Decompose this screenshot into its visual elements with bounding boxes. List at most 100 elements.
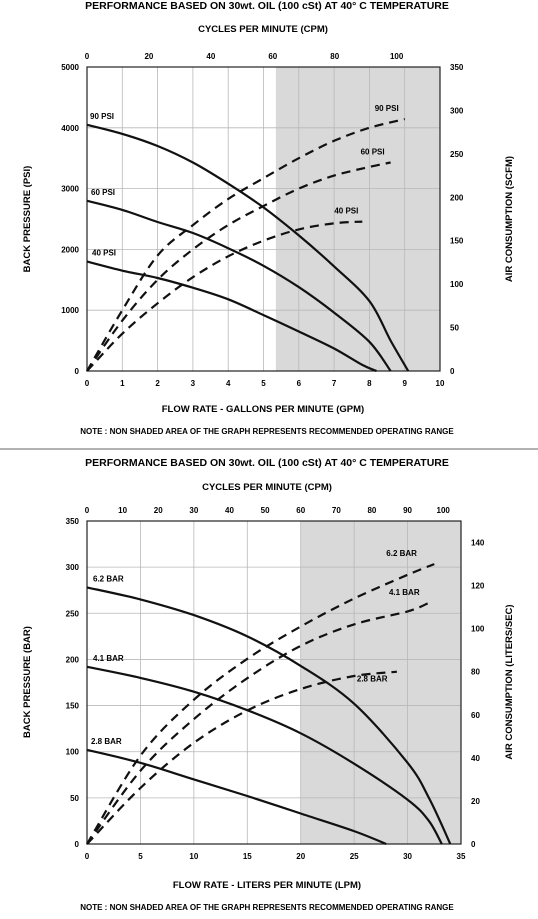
chart1-y-tick: 3000 bbox=[61, 185, 79, 194]
chart1-x-tick: 9 bbox=[402, 379, 407, 388]
chart2-note: NOTE : NON SHADED AREA OF THE GRAPH REPR… bbox=[80, 903, 454, 912]
chart1-frame bbox=[86, 66, 441, 372]
chart1-x-tick: 3 bbox=[191, 379, 196, 388]
chart1-note: NOTE : NON SHADED AREA OF THE GRAPH REPR… bbox=[80, 427, 454, 436]
chart2-title: PERFORMANCE BASED ON 30wt. OIL (100 cSt)… bbox=[85, 457, 449, 469]
chart1-y-tick: 1000 bbox=[61, 306, 79, 315]
chart2-x2-title: CYCLES PER MINUTE (CPM) bbox=[202, 482, 332, 493]
chart2-y-tick: 350 bbox=[66, 517, 80, 526]
chart1-x2-tick: 100 bbox=[390, 52, 404, 61]
chart1-series-label: 90 PSI bbox=[375, 104, 399, 113]
chart2-series-label: 6.2 BAR bbox=[386, 549, 417, 558]
chart2-frame bbox=[86, 520, 462, 845]
chart2-y2-tick: 140 bbox=[471, 539, 485, 548]
chart2-x2-tick: 80 bbox=[367, 506, 376, 515]
chart1-air-line bbox=[86, 161, 391, 372]
chart1-series-label: 60 PSI bbox=[91, 188, 115, 197]
chart2-series-label: 4.1 BAR bbox=[389, 588, 420, 597]
chart2-x2-tick: 30 bbox=[189, 506, 198, 515]
chart2-y2-title: AIR CONSUMPTION (LITERS/SEC) bbox=[504, 604, 515, 759]
chart1-title: PERFORMANCE BASED ON 30wt. OIL (100 cSt)… bbox=[85, 0, 449, 12]
chart1-plot: 0 1 2 3 4 5 6 7 8 9 100 20 40 60 80 1000100020003000400… bbox=[61, 52, 464, 388]
chart1-x2-tick: 40 bbox=[206, 52, 215, 61]
chart1-pressure-line bbox=[86, 199, 392, 372]
chart1-series-label: 40 PSI bbox=[334, 207, 358, 216]
chart2-series-label: 4.1 BAR bbox=[93, 654, 124, 663]
chart2-x2-tick: 10 bbox=[118, 506, 127, 515]
chart2-y2-tick: 120 bbox=[471, 582, 485, 591]
chart1-x-tick: 10 bbox=[436, 379, 445, 388]
chart2-series-label: 2.8 BAR bbox=[357, 675, 388, 684]
chart1-x2-tick: 0 bbox=[85, 52, 90, 61]
chart1-y2-tick: 200 bbox=[450, 193, 464, 202]
chart1-y2-title: AIR CONSUMPTION (SCFM) bbox=[504, 156, 515, 282]
chart2-y-tick: 250 bbox=[66, 609, 80, 618]
chart1-shaded-region bbox=[275, 67, 440, 371]
chart2-y2-tick: 40 bbox=[471, 754, 480, 763]
chart1-x-tick: 8 bbox=[367, 379, 372, 388]
chart1-y2-tick: 150 bbox=[450, 237, 464, 246]
chart1-y-tick: 0 bbox=[75, 367, 80, 376]
chart2-air-line bbox=[86, 601, 430, 845]
chart1-y2-tick: 250 bbox=[450, 150, 464, 159]
chart1-air-line bbox=[86, 220, 363, 372]
chart1-x2-title: CYCLES PER MINUTE (CPM) bbox=[198, 24, 328, 35]
chart2-y2-tick: 0 bbox=[471, 840, 476, 849]
chart2-series-label: 2.8 BAR bbox=[91, 737, 122, 746]
chart1-y-title: BACK PRESSURE (PSI) bbox=[22, 166, 33, 273]
chart2-y2-tick: 100 bbox=[471, 625, 485, 634]
chart2-y-tick: 300 bbox=[66, 563, 80, 572]
chart2-y2-tick: 20 bbox=[471, 797, 480, 806]
chart2-x-tick: 15 bbox=[243, 852, 252, 861]
chart2-x-tick: 25 bbox=[350, 852, 359, 861]
chart2-x-tick: 35 bbox=[457, 852, 466, 861]
chart1-series-label: 90 PSI bbox=[90, 112, 114, 121]
chart1-x-title: FLOW RATE - GALLONS PER MINUTE (GPM) bbox=[162, 404, 364, 415]
chart1-x-tick: 7 bbox=[332, 379, 337, 388]
chart1-x2-tick: 20 bbox=[144, 52, 153, 61]
chart1-series-label: 40 PSI bbox=[92, 249, 116, 258]
chart2-y-tick: 0 bbox=[75, 840, 80, 849]
chart1-x-tick: 5 bbox=[261, 379, 266, 388]
chart2-x2-tick: 40 bbox=[225, 506, 234, 515]
chart2-x2-tick: 100 bbox=[437, 506, 451, 515]
chart1-y2-tick: 100 bbox=[450, 280, 464, 289]
chart1-air-line bbox=[86, 118, 405, 372]
chart1-x-tick: 4 bbox=[226, 379, 231, 388]
chart2-x-tick: 20 bbox=[296, 852, 305, 861]
chart2-x2-tick: 50 bbox=[261, 506, 270, 515]
chart1-x2-tick: 60 bbox=[268, 52, 277, 61]
chart2-y-tick: 200 bbox=[66, 655, 80, 664]
chart2-plot: 0 5 10 15 20 25 30 350 10 20 30 40 50 60 70 80 90 1000501… bbox=[66, 506, 485, 861]
chart2-series-label: 6.2 BAR bbox=[93, 574, 124, 583]
chart1-pressure-line bbox=[86, 260, 377, 373]
chart2-x-tick: 0 bbox=[85, 852, 90, 861]
chart2-x2-tick: 70 bbox=[332, 506, 341, 515]
chart2-pressure-line bbox=[86, 748, 387, 846]
chart2-x2-tick: 20 bbox=[154, 506, 163, 515]
chart2-y2-tick: 60 bbox=[471, 711, 480, 720]
chart1-pressure-line bbox=[86, 123, 410, 372]
chart2-y-tick: 150 bbox=[66, 702, 80, 711]
chart2-air-line bbox=[86, 670, 398, 845]
chart1-y2-tick: 0 bbox=[450, 367, 455, 376]
chart2-y-tick: 100 bbox=[66, 748, 80, 757]
chart1-x-tick: 0 bbox=[85, 379, 90, 388]
chart2-x-title: FLOW RATE - LITERS PER MINUTE (LPM) bbox=[173, 880, 361, 891]
chart2-y-title: BACK PRESSURE (BAR) bbox=[22, 626, 33, 738]
chart2-pressure-line bbox=[86, 586, 452, 845]
chart1-x-tick: 6 bbox=[297, 379, 302, 388]
chart1-series-label: 60 PSI bbox=[361, 148, 385, 157]
chart1-y2-tick: 50 bbox=[450, 324, 459, 333]
chart2-pressure-line bbox=[86, 665, 443, 845]
chart2-air-line bbox=[86, 563, 435, 845]
chart1-x-tick: 2 bbox=[155, 379, 160, 388]
chart1-y2-tick: 350 bbox=[450, 63, 464, 72]
chart1-x2-tick: 80 bbox=[330, 52, 339, 61]
chart2-x2-tick: 0 bbox=[85, 506, 90, 515]
chart1-y-tick: 2000 bbox=[61, 245, 79, 254]
chart2-y2-tick: 80 bbox=[471, 668, 480, 677]
chart2-x-tick: 30 bbox=[403, 852, 412, 861]
